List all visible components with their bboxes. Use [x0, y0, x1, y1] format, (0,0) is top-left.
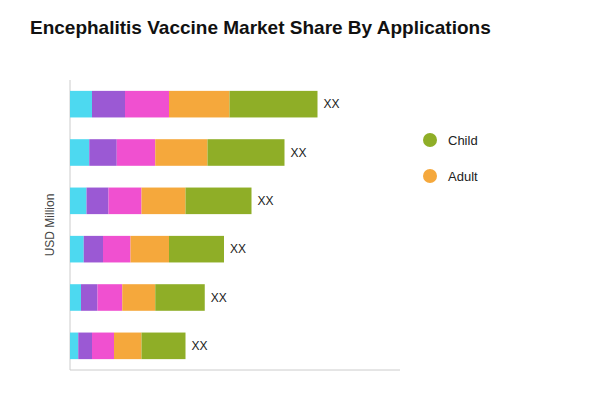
- bar-segment: [70, 236, 84, 263]
- bar-segment: [230, 91, 318, 118]
- bar-segment: [70, 139, 89, 166]
- bar-segment: [125, 91, 169, 118]
- bar-segment: [186, 188, 252, 215]
- bar-segment: [70, 188, 87, 215]
- bar-segment: [109, 188, 142, 215]
- bar-segment: [169, 91, 230, 118]
- bar-segment: [155, 139, 207, 166]
- y-axis-label: USD Million: [43, 194, 57, 257]
- bar-annotation: XX: [324, 97, 340, 111]
- bar-segment: [155, 284, 205, 311]
- chart: Encephalitis Vaccine Market Share By App…: [0, 0, 600, 400]
- bar-segment: [89, 139, 117, 166]
- bar-segment: [169, 236, 224, 263]
- bars: [70, 91, 318, 359]
- bar-segment: [84, 236, 103, 263]
- bar-segment: [87, 188, 109, 215]
- legend-marker: [423, 169, 437, 183]
- bar-segment: [92, 91, 125, 118]
- legend-label: Adult: [448, 169, 478, 184]
- bar-segment: [114, 333, 142, 360]
- bar-segment: [92, 333, 114, 360]
- legend-marker: [423, 133, 437, 147]
- y-axis-line: [70, 80, 71, 370]
- bar-segment: [131, 236, 170, 263]
- bar-segment: [117, 139, 156, 166]
- bar-segment: [98, 284, 123, 311]
- bar-annotation: XX: [230, 242, 246, 256]
- bar-segment: [122, 284, 155, 311]
- title: Encephalitis Vaccine Market Share By App…: [30, 17, 491, 38]
- bar-segment: [142, 188, 186, 215]
- bar-annotation: XX: [258, 194, 274, 208]
- bar-segment: [208, 139, 285, 166]
- bar-segment: [70, 333, 78, 360]
- bar-annotation: XX: [192, 339, 208, 353]
- bar-segment: [70, 284, 81, 311]
- bar-annotation: XX: [211, 291, 227, 305]
- legend-label: Child: [448, 133, 478, 148]
- bar-segment: [103, 236, 131, 263]
- bar-segment: [70, 91, 92, 118]
- bar-annotation: XX: [291, 146, 307, 160]
- bar-segment: [142, 333, 186, 360]
- bar-segment: [78, 333, 92, 360]
- x-axis-line: [70, 370, 400, 371]
- bar-segment: [81, 284, 98, 311]
